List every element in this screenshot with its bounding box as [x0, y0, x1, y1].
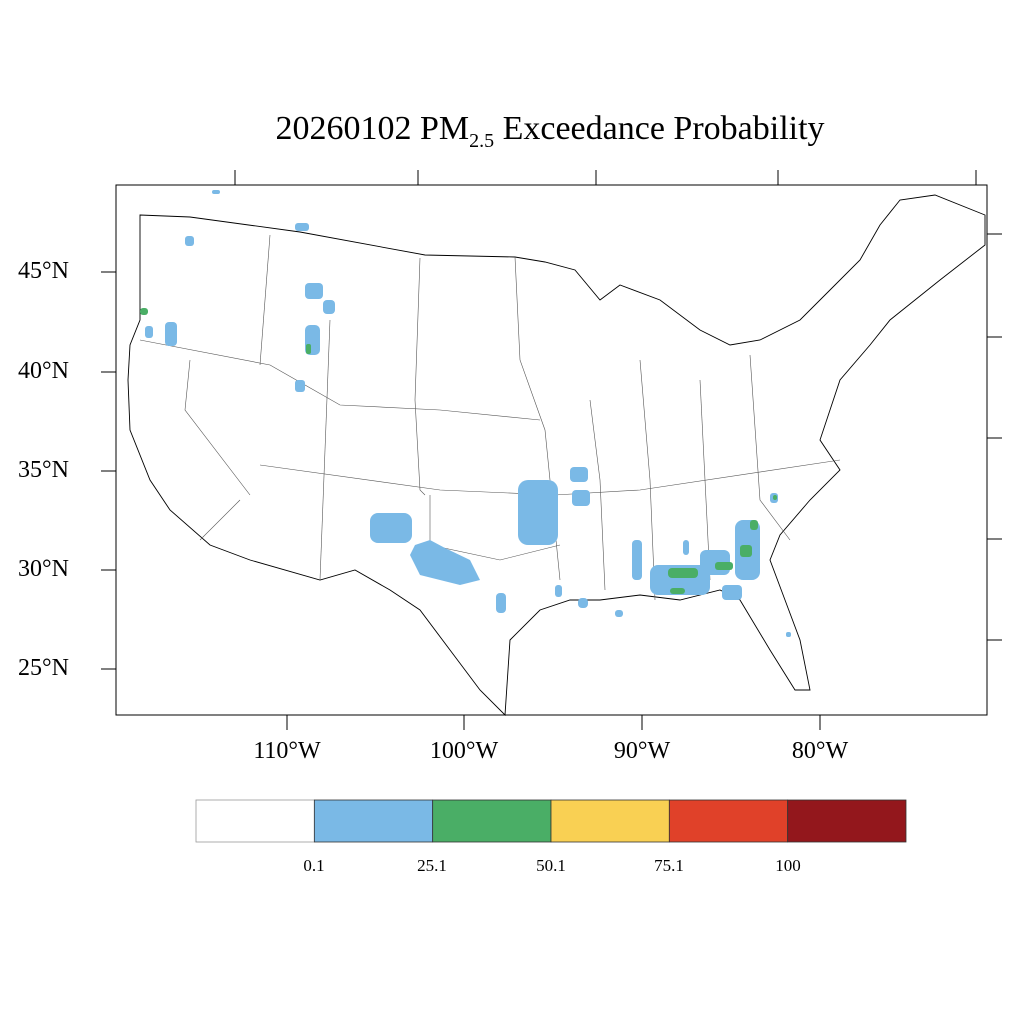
blob-oklahoma	[518, 480, 558, 545]
frame-ticks	[101, 170, 1002, 730]
lon-label: 110°W	[253, 738, 321, 764]
lon-label: 100°W	[429, 738, 499, 764]
colorbar-label: 25.1	[417, 856, 447, 875]
map-frame	[115, 184, 988, 716]
blob-texas-panhandle	[410, 540, 480, 585]
probability-50-75	[140, 308, 777, 594]
colorbar-label: 0.1	[303, 856, 325, 875]
lon-label: 80°W	[791, 738, 849, 764]
lat-label: 30°N	[18, 556, 69, 582]
map-title: 20260102 PM2.5 Exceedance Probability	[275, 110, 825, 152]
lat-label: 40°N	[18, 358, 69, 384]
colorbar-label: 100	[775, 856, 801, 875]
lat-label: 35°N	[18, 457, 69, 483]
blob-new-mexico	[370, 513, 412, 543]
lon-label: 90°W	[613, 738, 671, 764]
lat-label: 45°N	[18, 258, 69, 284]
colorbar-label: 50.1	[536, 856, 566, 875]
colorbar-label: 75.1	[654, 856, 684, 875]
probability-25-50	[145, 190, 791, 637]
lat-label: 25°N	[18, 655, 69, 681]
